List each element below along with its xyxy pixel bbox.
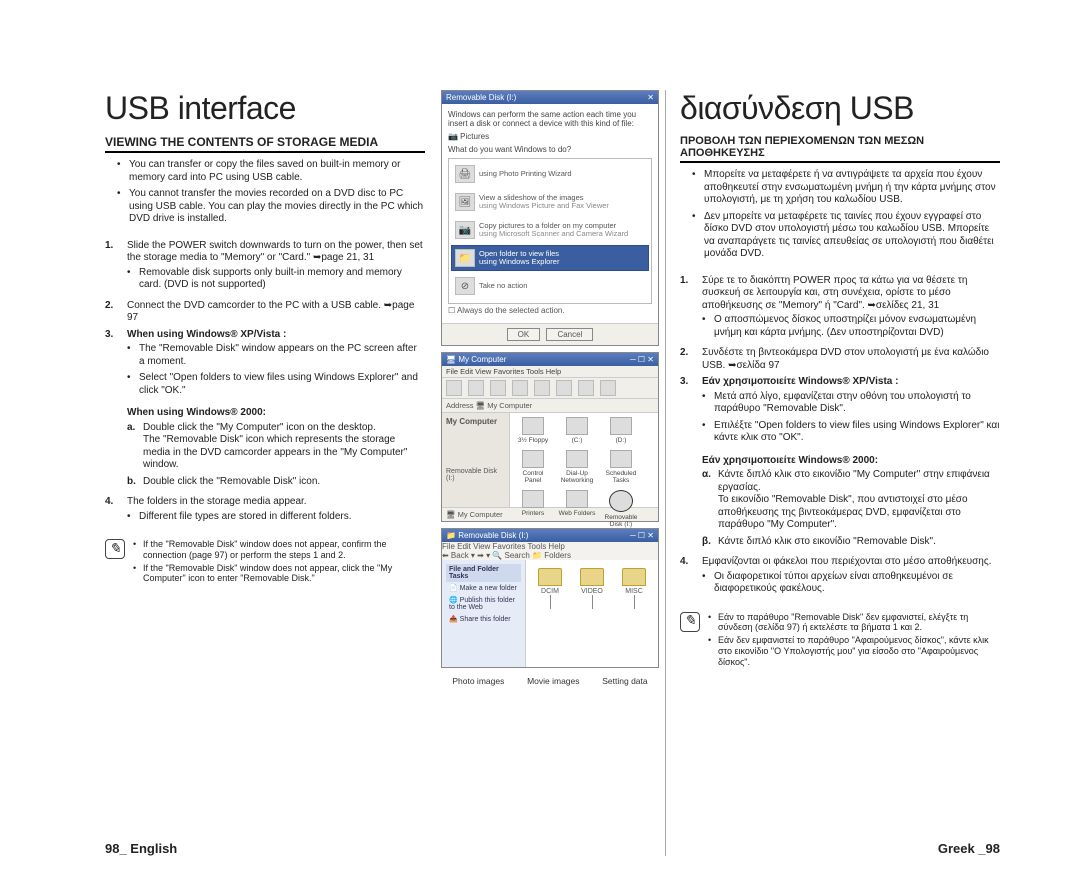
toolbar: [442, 378, 658, 399]
note-item: If the "Removable Disk" window does not …: [133, 563, 425, 585]
step1: Σύρε τε το διακόπτη POWER προς τα κάτω γ…: [702, 275, 1000, 344]
step3a: Μετά από λίγο, εμφανίζεται στην οθόνη το…: [702, 391, 1000, 416]
callout-setting: Setting data: [602, 676, 647, 686]
section-en: VIEWING THE CONTENTS OF STORAGE MEDIA: [105, 135, 425, 153]
tasks-panel: File and Folder Tasks 📄 Make a new folde…: [442, 560, 526, 667]
rd-title: Removable Disk (I:): [458, 531, 528, 540]
folder-view: DCIM VIDEO MISC: [526, 560, 658, 667]
autoplay-option: 📷Copy pictures to a folder on my compute…: [451, 217, 649, 243]
note-en: ✎ If the "Removable Disk" window does no…: [105, 539, 425, 586]
step1-sub: Removable disk supports only built-in me…: [127, 267, 425, 292]
step4: The folders in the storage media appear.…: [127, 496, 425, 527]
cancel-button: Cancel: [546, 328, 593, 341]
dialog-title: Removable Disk (I:): [446, 93, 516, 102]
address-bar: Address 🖥 My Computer: [442, 399, 658, 413]
ok-button: OK: [507, 328, 541, 341]
step4: Εμφανίζονται οι φάκελοι που περιέχονται …: [702, 556, 1000, 600]
drive-icon: 3½ Floppy: [514, 417, 552, 444]
step4-sub: Οι διαφορετικοί τύποι αρχείων είναι αποθ…: [702, 571, 1000, 596]
drive-grid: 3½ Floppy (C:) (D:) Control Panel Dial-U…: [510, 413, 658, 507]
w2k-a: Double click the "My Computer" icon on t…: [143, 422, 425, 472]
title-el: διασύνδεση USB: [680, 90, 1000, 127]
autoplay-option: 🖨using Photo Printing Wizard: [451, 161, 649, 187]
note-item: If the "Removable Disk" window does not …: [133, 539, 425, 561]
drive-icon: Scheduled Tasks: [602, 450, 640, 484]
intro-item: Δεν μπορείτε να μεταφέρετε τις ταινίες π…: [692, 211, 1000, 261]
folder-icon: DCIM: [534, 568, 566, 659]
folder-icon: MISC: [618, 568, 650, 659]
always-checkbox: ☐ Always do the selected action.: [448, 304, 652, 317]
footer-en: 98_ English: [105, 841, 177, 856]
mycomputer-title: My Computer: [458, 355, 506, 364]
removable-disk-dialog: Removable Disk (I:) ✕ Windows can perform…: [441, 90, 659, 346]
callout-movie: Movie images: [527, 676, 579, 686]
step4-sub: Different file types are stored in diffe…: [127, 511, 425, 524]
dialog-header: Windows can perform the same action each…: [448, 110, 652, 128]
drive-icon: Web Folders: [558, 490, 596, 528]
menubar: File Edit View Favorites Tools Help: [442, 366, 658, 378]
step3a: The "Removable Disk" window appears on t…: [127, 343, 425, 368]
drive-icon: Control Panel: [514, 450, 552, 484]
step3: When using Windows® XP/Vista : The "Remo…: [127, 329, 425, 493]
dialog-question: What do you want Windows to do?: [448, 145, 652, 154]
intro-en: You can transfer or copy the files saved…: [105, 159, 425, 230]
note-icon: ✎: [105, 539, 125, 559]
intro-el: Μπορείτε να μεταφέρετε ή να αντιγράψετε …: [680, 169, 1000, 265]
my-computer-window: 🖥 My Computer─ ☐ ✕ File Edit View Favori…: [441, 352, 659, 522]
step2: Connect the DVD camcorder to the PC with…: [127, 300, 425, 325]
autoplay-option-selected: 📁Open folder to view filesusing Windows …: [451, 245, 649, 271]
drive-icon: Dial-Up Networking: [558, 450, 596, 484]
folder-icon: VIDEO: [576, 568, 608, 659]
intro-item: Μπορείτε να μεταφέρετε ή να αντιγράψετε …: [692, 169, 1000, 207]
autoplay-option: 🖼View a slideshow of the imagesusing Win…: [451, 189, 649, 215]
drive-icon: (C:): [558, 417, 596, 444]
section-el: ΠΡΟΒΟΛΗ ΤΩΝ ΠΕΡΙΕΧΟΜΕΝΩΝ ΤΩΝ ΜΕΣΩΝ ΑΠΟΘΗ…: [680, 135, 1000, 163]
footer-el: Greek _98: [938, 841, 1000, 856]
drive-icon: (D:): [602, 417, 640, 444]
drive-icon: Printers: [514, 490, 552, 528]
step3b: Select "Open folders to view files using…: [127, 372, 425, 397]
note-icon: ✎: [680, 612, 700, 632]
removable-disk-icon: Removable Disk (I:): [602, 490, 640, 528]
close-icon: ✕: [647, 93, 654, 102]
sidebar: My Computer Removable Disk (I:): [442, 413, 510, 507]
step1-sub: Ο αποσπώμενος δίσκος υποστηρίζει μόνον ε…: [702, 314, 1000, 339]
pictures-label: 📷 Pictures: [448, 132, 652, 141]
screenshot-column: Removable Disk (I:) ✕ Windows can perform…: [435, 90, 665, 856]
autoplay-option: ⊘Take no action: [451, 273, 649, 299]
note-el: ✎ Εάν το παράθυρο "Removable Disk" δεν ε…: [680, 612, 1000, 670]
callout-photo: Photo images: [452, 676, 504, 686]
step2: Συνδέστε τη βιντεοκάμερα DVD στον υπολογ…: [702, 347, 1000, 372]
steps-en: 1.Slide the POWER switch downwards to tu…: [105, 240, 425, 532]
intro-item: You cannot transfer the movies recorded …: [117, 188, 425, 226]
folder-callouts: Photo images Movie images Setting data: [441, 676, 659, 686]
removable-disk-window: 📁 Removable Disk (I:)─ ☐ ✕ File Edit Vie…: [441, 528, 659, 668]
title-en: USB interface: [105, 90, 425, 127]
step3b: Επιλέξτε "Open folders to view files usi…: [702, 420, 1000, 445]
toolbar: ⬅ Back ▾ ➡ ▾ 🔍 Search 📁 Folders: [442, 551, 658, 560]
note-item: Εάν το παράθυρο "Removable Disk" δεν εμφ…: [708, 612, 1000, 634]
english-column: USB interface VIEWING THE CONTENTS OF ST…: [105, 90, 435, 856]
menubar: File Edit View Favorites Tools Help: [442, 542, 658, 551]
step3: Εάν χρησιμοποιείτε Windows® XP/Vista : Μ…: [702, 376, 1000, 552]
manual-page: USB interface VIEWING THE CONTENTS OF ST…: [0, 0, 1080, 886]
greek-column: διασύνδεση USB ΠΡΟΒΟΛΗ ΤΩΝ ΠΕΡΙΕΧΟΜΕΝΩΝ …: [665, 90, 1000, 856]
note-item: Εάν δεν εμφανιστεί το παράθυρο "Αφαιρούμ…: [708, 635, 1000, 667]
intro-item: You can transfer or copy the files saved…: [117, 159, 425, 184]
step1: Slide the POWER switch downwards to turn…: [127, 240, 425, 296]
w2k-a: Κάντε διπλό κλικ στο εικονίδιο "My Compu…: [718, 469, 1000, 532]
w2k-b: Κάντε διπλό κλικ στο εικονίδιο "Removabl…: [718, 536, 1000, 549]
w2k-b: Double click the "Removable Disk" icon.: [143, 476, 425, 489]
steps-el: 1.Σύρε τε το διακόπτη POWER προς τα κάτω…: [680, 275, 1000, 604]
